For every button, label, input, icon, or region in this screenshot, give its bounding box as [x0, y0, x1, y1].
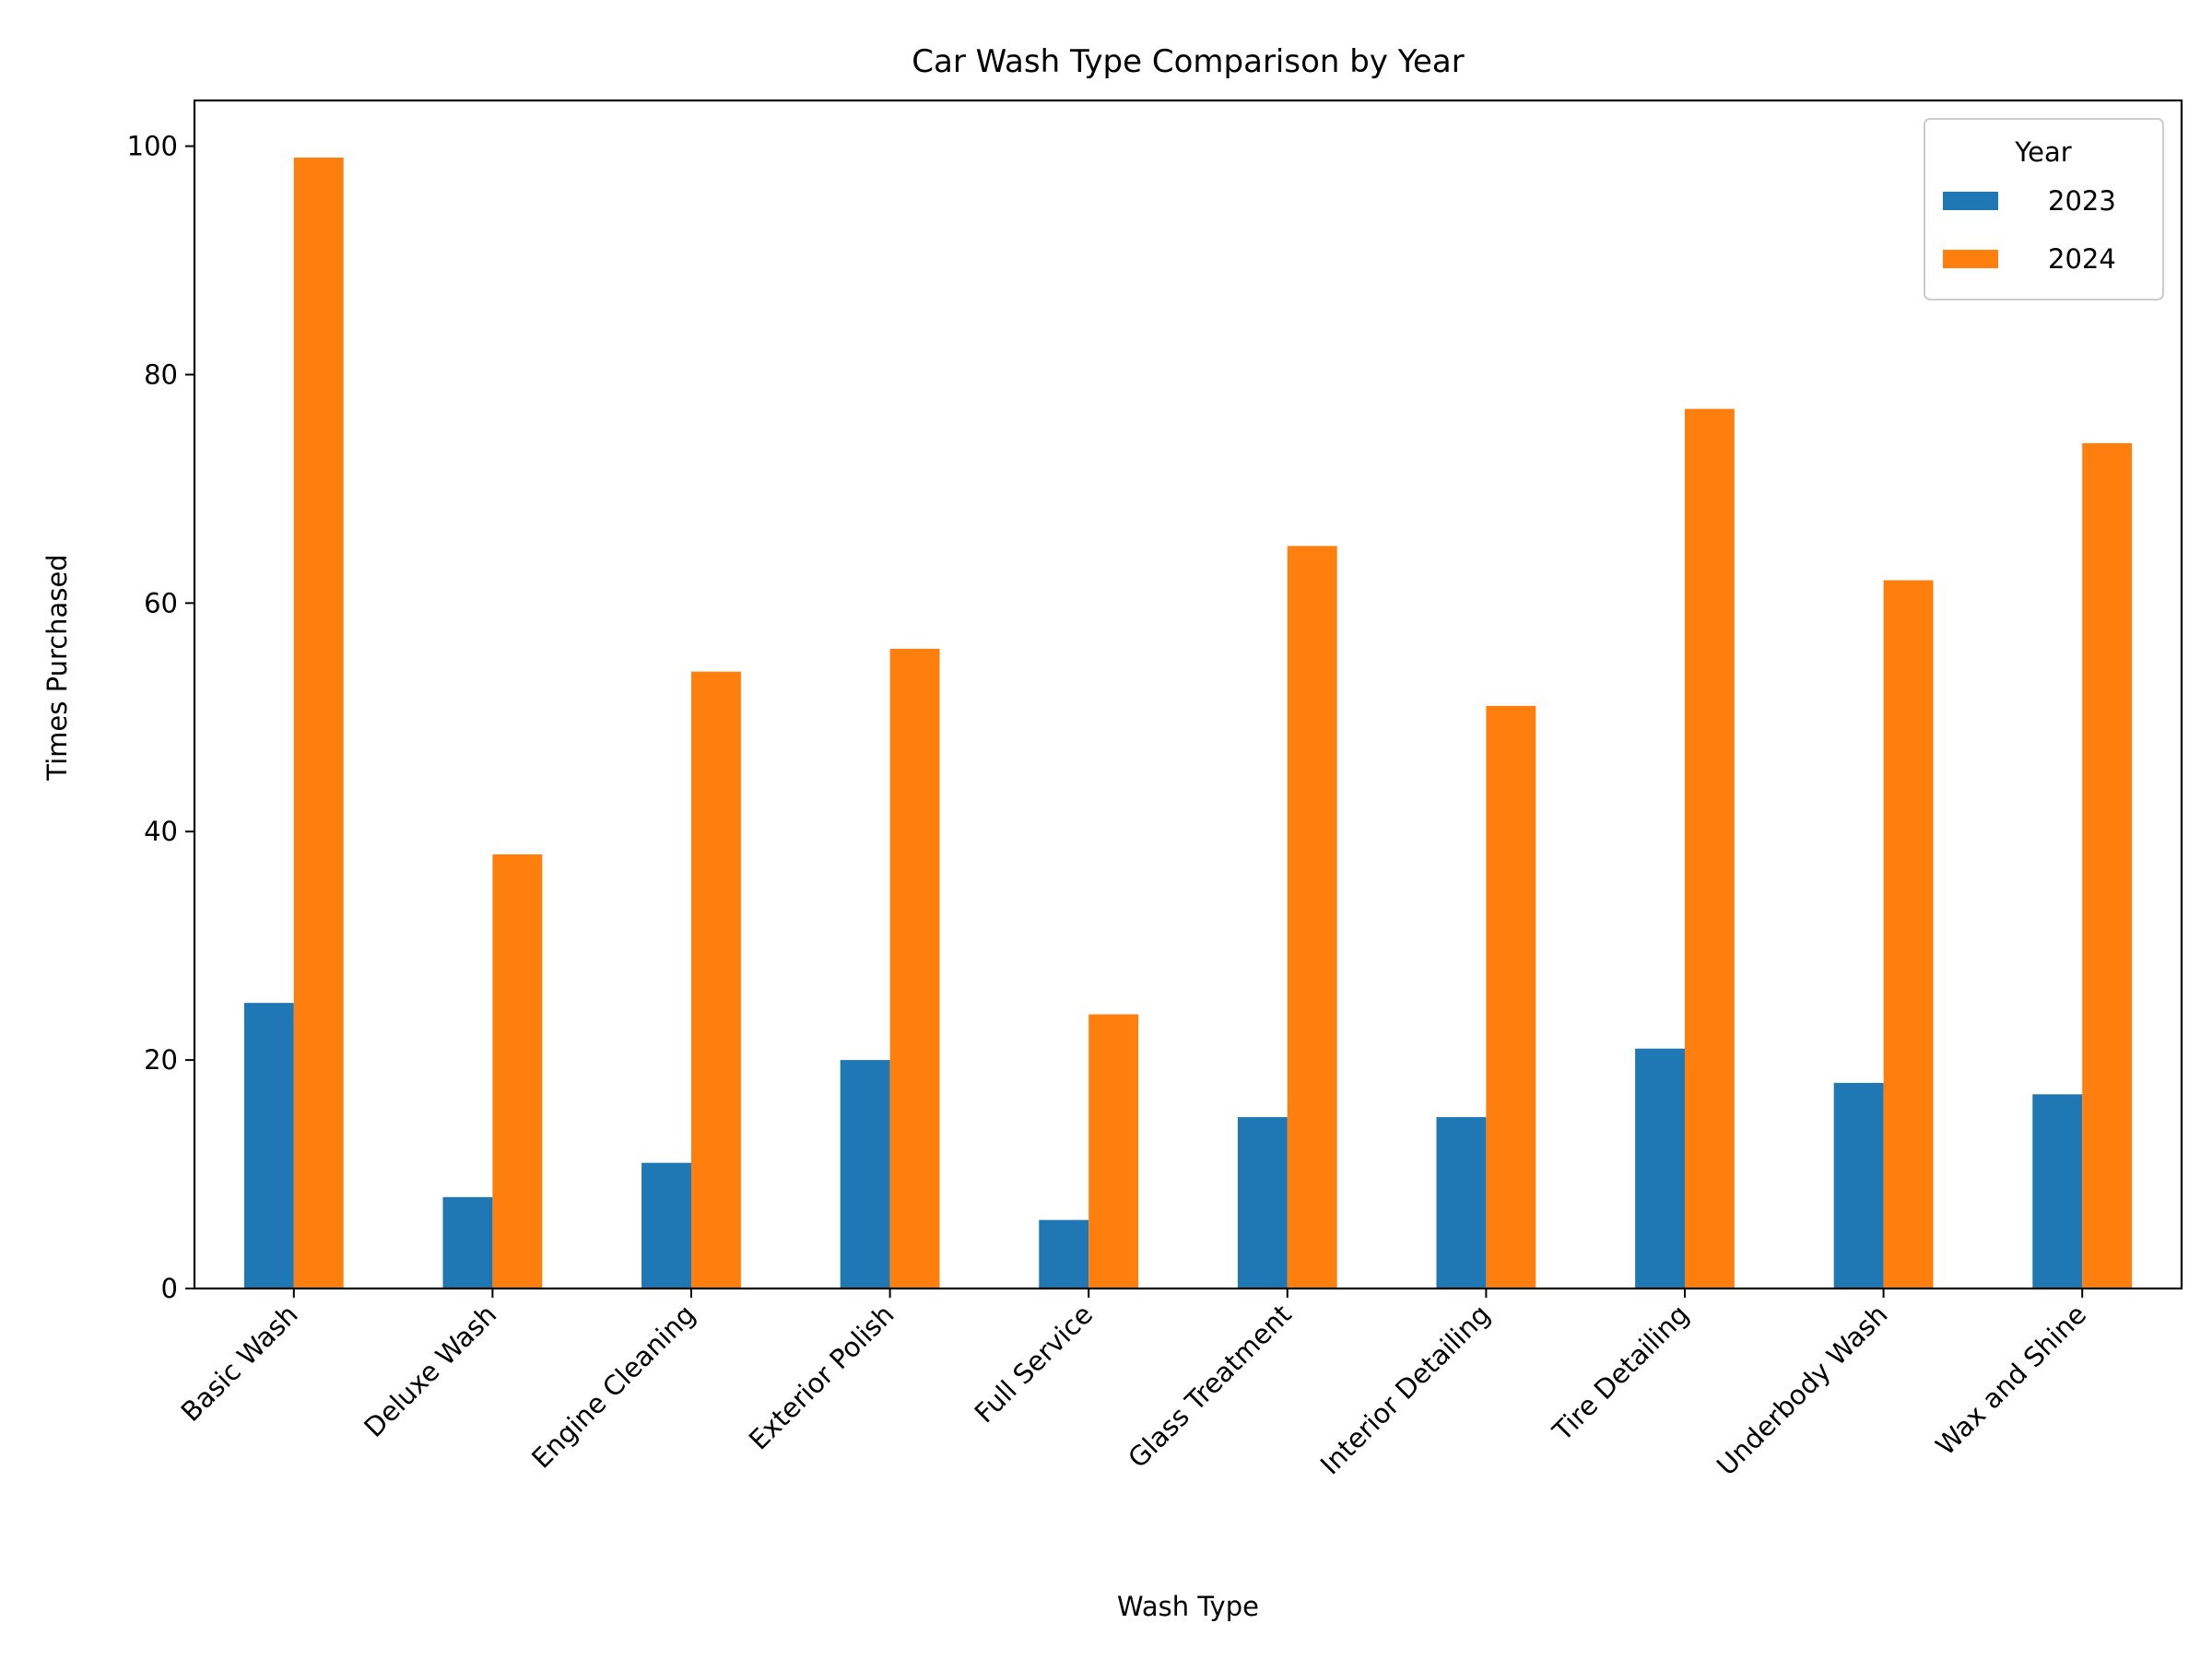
legend-title: Year: [2014, 136, 2071, 168]
plot-frame: [193, 99, 2183, 1290]
x-axis-label: Wash Type: [1117, 1591, 1259, 1622]
y-tick-label: 80: [144, 359, 178, 390]
bar-interior-detailing-2024: [1486, 705, 1536, 1288]
bar-underbody-wash-2024: [1883, 580, 1934, 1288]
y-tick-label: 0: [161, 1273, 178, 1304]
legend-swatch-2023: [1943, 192, 1998, 210]
bar-wax-and-shine-2024: [2082, 442, 2133, 1289]
y-axis-label: Times Purchased: [41, 554, 73, 781]
chart-title: Car Wash Type Comparison by Year: [912, 43, 1465, 80]
legend-label-2024: 2024: [2048, 243, 2116, 275]
bar-tire-detailing-2024: [1685, 408, 1735, 1288]
legend-swatch-2024: [1943, 250, 1998, 268]
bar-full-service-2023: [1039, 1219, 1089, 1288]
legend: Year 2023 2024: [1924, 118, 2164, 300]
legend-label-2023: 2023: [2048, 185, 2116, 217]
bar-basic-wash-2024: [293, 157, 344, 1288]
y-tick-label: 60: [144, 587, 178, 618]
bar-wax-and-shine-2023: [2032, 1094, 2083, 1288]
bar-glass-treatment-2024: [1287, 546, 1337, 1288]
bar-engine-cleaning-2024: [691, 671, 741, 1288]
bar-full-service-2024: [1088, 1014, 1139, 1288]
y-tick-label: 20: [144, 1044, 178, 1076]
bar-exterior-polish-2024: [889, 648, 940, 1288]
bars-group: [243, 157, 2133, 1289]
bar-interior-detailing-2023: [1436, 1117, 1487, 1288]
y-tick-label: 100: [127, 131, 178, 162]
bar-deluxe-wash-2024: [492, 854, 543, 1288]
bar-tire-detailing-2023: [1635, 1048, 1685, 1288]
y-axis: 0 20 40 60 80 100: [127, 131, 194, 1304]
bar-deluxe-wash-2023: [442, 1196, 493, 1288]
bar-exterior-polish-2023: [840, 1060, 890, 1288]
legend-entries: 2023 2024: [1943, 185, 2116, 275]
bar-engine-cleaning-2023: [641, 1162, 691, 1288]
bar-basic-wash-2023: [243, 1003, 294, 1288]
bar-glass-treatment-2023: [1237, 1117, 1288, 1288]
bar-underbody-wash-2023: [1833, 1082, 1884, 1288]
y-tick-label: 40: [144, 816, 178, 847]
